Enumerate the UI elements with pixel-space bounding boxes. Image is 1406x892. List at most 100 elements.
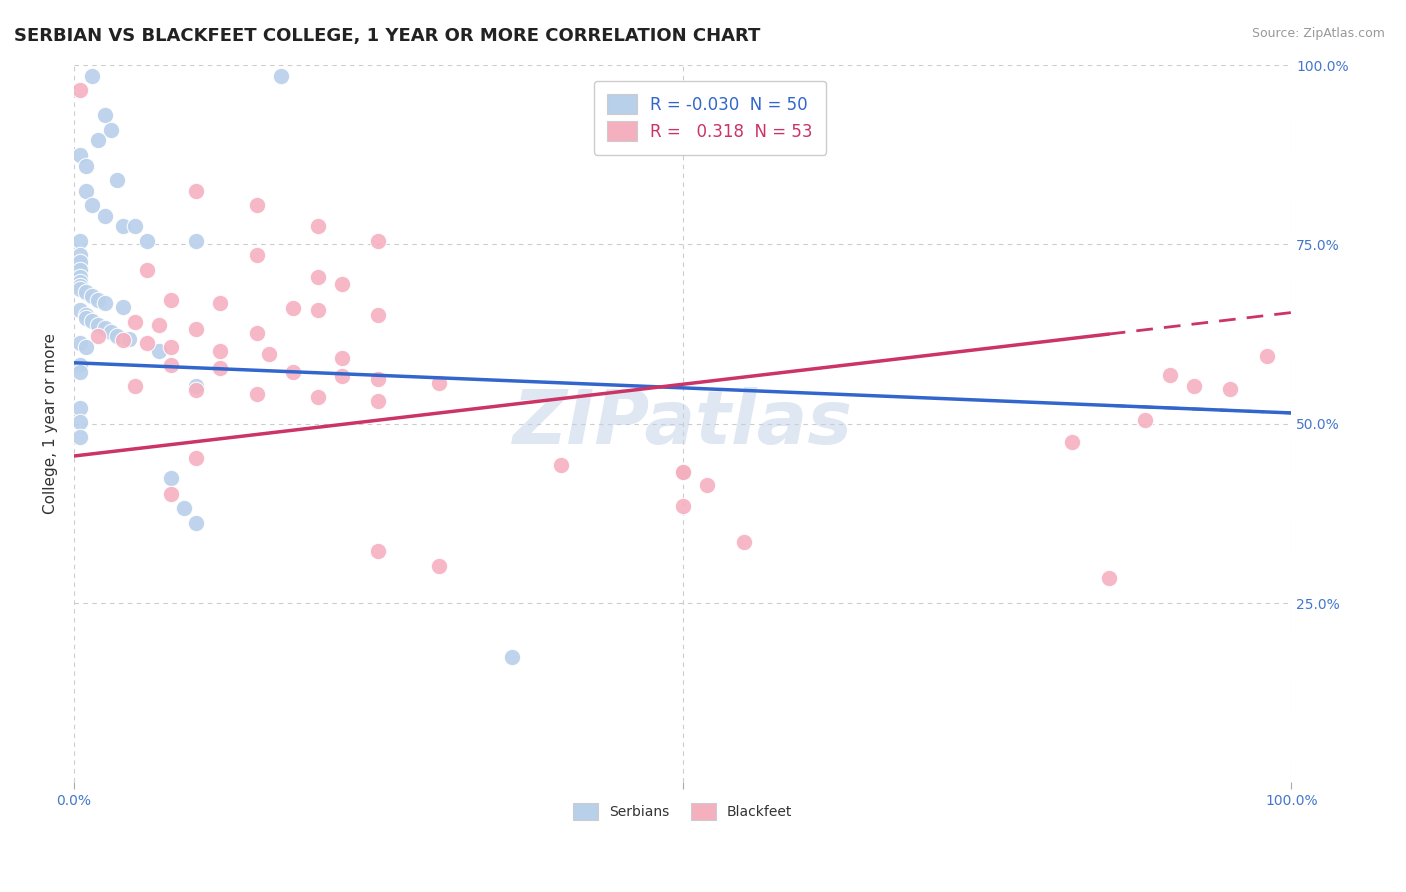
Text: ZIPatlas: ZIPatlas bbox=[513, 387, 852, 460]
Point bbox=[733, 535, 755, 549]
Point bbox=[160, 358, 183, 372]
Point bbox=[75, 308, 97, 322]
Point bbox=[124, 379, 146, 393]
Point bbox=[672, 499, 695, 513]
Point bbox=[75, 184, 97, 198]
Point bbox=[69, 429, 91, 443]
Point bbox=[330, 368, 353, 383]
Point bbox=[283, 301, 305, 315]
Point bbox=[1159, 368, 1181, 382]
Point bbox=[82, 69, 104, 83]
Point bbox=[148, 343, 170, 358]
Point bbox=[501, 649, 523, 664]
Point bbox=[69, 401, 91, 415]
Point bbox=[75, 285, 97, 300]
Point bbox=[696, 477, 718, 491]
Point bbox=[209, 296, 232, 310]
Point bbox=[246, 386, 269, 401]
Point bbox=[69, 255, 91, 269]
Point bbox=[111, 333, 134, 347]
Point bbox=[75, 340, 97, 354]
Point bbox=[246, 248, 269, 262]
Point bbox=[184, 383, 207, 397]
Point bbox=[209, 343, 232, 358]
Point bbox=[87, 318, 110, 332]
Point bbox=[69, 83, 91, 97]
Point bbox=[69, 269, 91, 284]
Point bbox=[307, 390, 329, 404]
Point bbox=[173, 501, 195, 516]
Point bbox=[1062, 434, 1084, 449]
Point bbox=[257, 347, 280, 361]
Point bbox=[1182, 379, 1205, 393]
Point bbox=[148, 318, 170, 333]
Point bbox=[111, 219, 134, 234]
Point bbox=[75, 310, 97, 325]
Point bbox=[93, 108, 115, 122]
Point bbox=[87, 329, 110, 343]
Point bbox=[184, 322, 207, 336]
Point bbox=[307, 219, 329, 234]
Point bbox=[93, 321, 115, 335]
Point bbox=[427, 376, 450, 390]
Point bbox=[160, 487, 183, 501]
Point bbox=[307, 269, 329, 284]
Point bbox=[105, 173, 128, 187]
Point bbox=[87, 293, 110, 308]
Y-axis label: College, 1 year or more: College, 1 year or more bbox=[44, 334, 58, 514]
Point bbox=[100, 325, 122, 339]
Point bbox=[69, 415, 91, 429]
Point bbox=[93, 209, 115, 223]
Point bbox=[246, 198, 269, 212]
Point bbox=[69, 147, 91, 161]
Point bbox=[550, 458, 572, 473]
Point bbox=[307, 303, 329, 318]
Point bbox=[209, 361, 232, 376]
Point bbox=[69, 279, 91, 293]
Point bbox=[184, 451, 207, 466]
Point bbox=[330, 277, 353, 291]
Point bbox=[69, 248, 91, 262]
Point bbox=[427, 558, 450, 573]
Point bbox=[367, 393, 389, 408]
Point bbox=[283, 365, 305, 379]
Point bbox=[160, 470, 183, 484]
Point bbox=[367, 234, 389, 248]
Text: Source: ZipAtlas.com: Source: ZipAtlas.com bbox=[1251, 27, 1385, 40]
Point bbox=[672, 466, 695, 480]
Point bbox=[160, 340, 183, 354]
Point bbox=[672, 466, 695, 480]
Point bbox=[69, 234, 91, 248]
Text: SERBIAN VS BLACKFEET COLLEGE, 1 YEAR OR MORE CORRELATION CHART: SERBIAN VS BLACKFEET COLLEGE, 1 YEAR OR … bbox=[14, 27, 761, 45]
Point bbox=[136, 336, 159, 351]
Point bbox=[367, 372, 389, 386]
Point bbox=[100, 122, 122, 136]
Point bbox=[184, 184, 207, 198]
Point bbox=[367, 544, 389, 558]
Point bbox=[87, 133, 110, 147]
Point bbox=[330, 351, 353, 365]
Point bbox=[69, 275, 91, 289]
Point bbox=[69, 365, 91, 379]
Legend: Serbians, Blackfeet: Serbians, Blackfeet bbox=[568, 797, 797, 826]
Point bbox=[69, 282, 91, 296]
Point bbox=[184, 516, 207, 530]
Point bbox=[367, 308, 389, 322]
Point bbox=[1135, 413, 1157, 427]
Point bbox=[184, 379, 207, 393]
Point bbox=[69, 336, 91, 351]
Point bbox=[69, 358, 91, 372]
Point bbox=[136, 234, 159, 248]
Point bbox=[246, 326, 269, 340]
Point bbox=[1098, 571, 1121, 585]
Point bbox=[136, 262, 159, 277]
Point bbox=[1256, 349, 1278, 363]
Point bbox=[118, 332, 141, 346]
Point bbox=[82, 289, 104, 303]
Point bbox=[82, 198, 104, 212]
Point bbox=[69, 262, 91, 277]
Point bbox=[111, 300, 134, 314]
Point bbox=[1219, 382, 1241, 396]
Point bbox=[105, 328, 128, 343]
Point bbox=[184, 234, 207, 248]
